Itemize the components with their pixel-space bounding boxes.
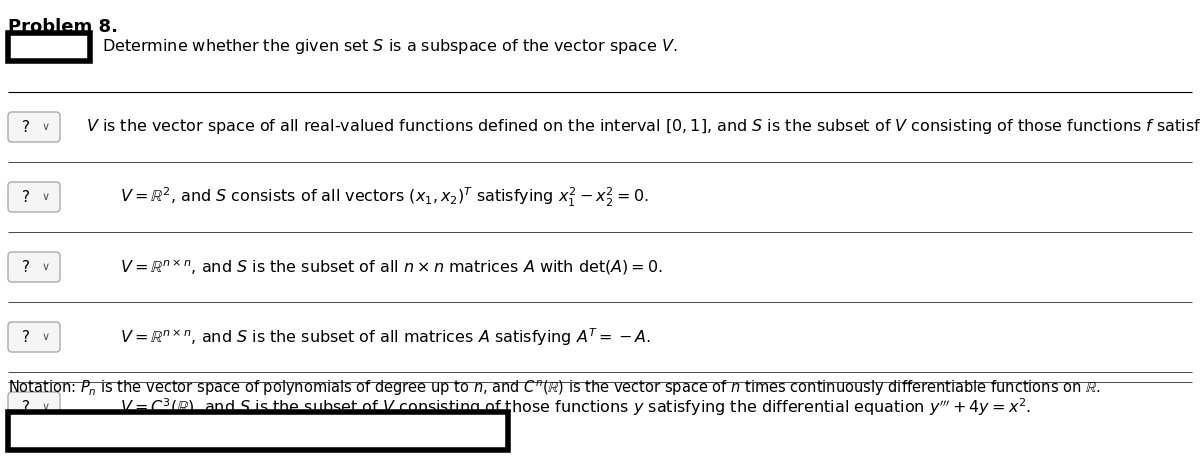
FancyBboxPatch shape	[8, 112, 60, 142]
Text: ?: ?	[22, 259, 30, 275]
Text: $V$ is the vector space of all real-valued functions defined on the interval $[0: $V$ is the vector space of all real-valu…	[86, 118, 1200, 137]
Text: Problem 8.: Problem 8.	[8, 18, 118, 36]
Text: $V = \mathbb{R}^{n\times n}$, and $S$ is the subset of all $n \times n$ matrices: $V = \mathbb{R}^{n\times n}$, and $S$ is…	[120, 257, 662, 277]
Text: ?: ?	[22, 400, 30, 414]
Text: $V = \mathbb{R}^2$, and $S$ consists of all vectors $(x_1, x_2)^T$ satisfying $x: $V = \mathbb{R}^2$, and $S$ consists of …	[120, 185, 649, 209]
FancyBboxPatch shape	[8, 412, 508, 450]
Text: ∨: ∨	[42, 332, 50, 342]
Text: ?: ?	[22, 330, 30, 344]
Text: ?: ?	[22, 119, 30, 134]
Text: ∨: ∨	[42, 402, 50, 412]
Text: $V = \mathbb{R}^{n\times n}$, and $S$ is the subset of all matrices $A$ satisfyi: $V = \mathbb{R}^{n\times n}$, and $S$ is…	[120, 326, 652, 348]
FancyBboxPatch shape	[8, 322, 60, 352]
Text: Determine whether the given set $S$ is a subspace of the vector space $V$.: Determine whether the given set $S$ is a…	[102, 38, 678, 56]
Text: ∨: ∨	[42, 192, 50, 202]
FancyBboxPatch shape	[8, 252, 60, 282]
Text: Notation: $P_n$ is the vector space of polynomials of degree up to $n$, and $C^n: Notation: $P_n$ is the vector space of p…	[8, 378, 1100, 398]
FancyBboxPatch shape	[8, 182, 60, 212]
Text: ∨: ∨	[42, 262, 50, 272]
FancyBboxPatch shape	[8, 392, 60, 422]
FancyBboxPatch shape	[8, 33, 90, 61]
Text: ∨: ∨	[42, 122, 50, 132]
Text: $V = C^3(\mathbb{R})$, and $S$ is the subset of $V$ consisting of those function: $V = C^3(\mathbb{R})$, and $S$ is the su…	[120, 396, 1031, 418]
Text: ?: ?	[22, 189, 30, 205]
